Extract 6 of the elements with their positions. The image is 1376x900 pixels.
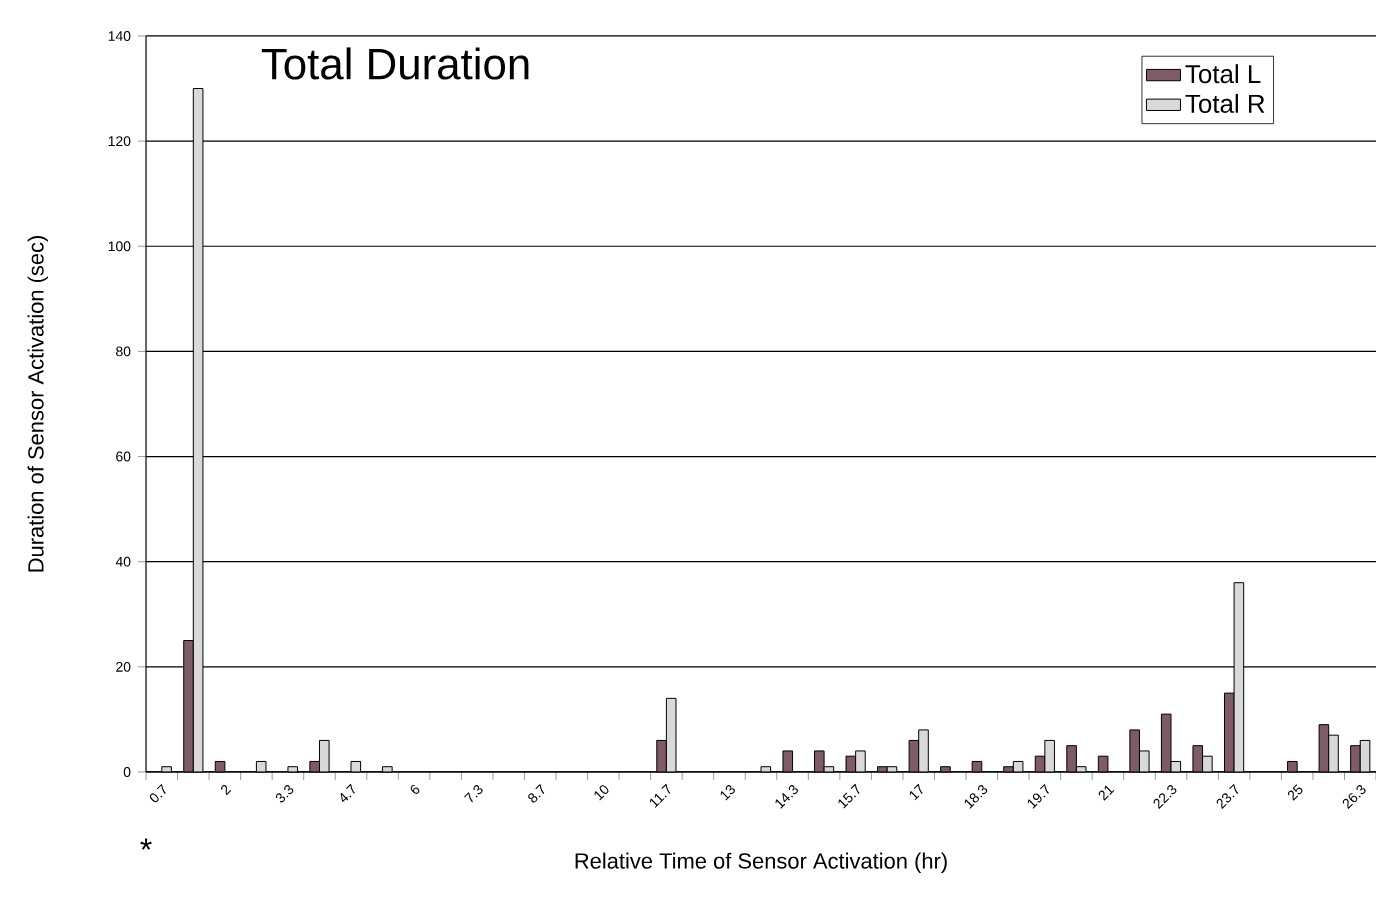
x-axis-title: Relative Time of Sensor Activation (hr) [575, 852, 947, 874]
text: * [140, 838, 152, 850]
legend-label: Total L [1185, 64, 1261, 84]
legend-label: Total R [1185, 93, 1265, 113]
chart-title: Total Duration [261, 47, 529, 80]
y-axis-title: Duration of Sensor Activation (sec) [27, 236, 48, 572]
